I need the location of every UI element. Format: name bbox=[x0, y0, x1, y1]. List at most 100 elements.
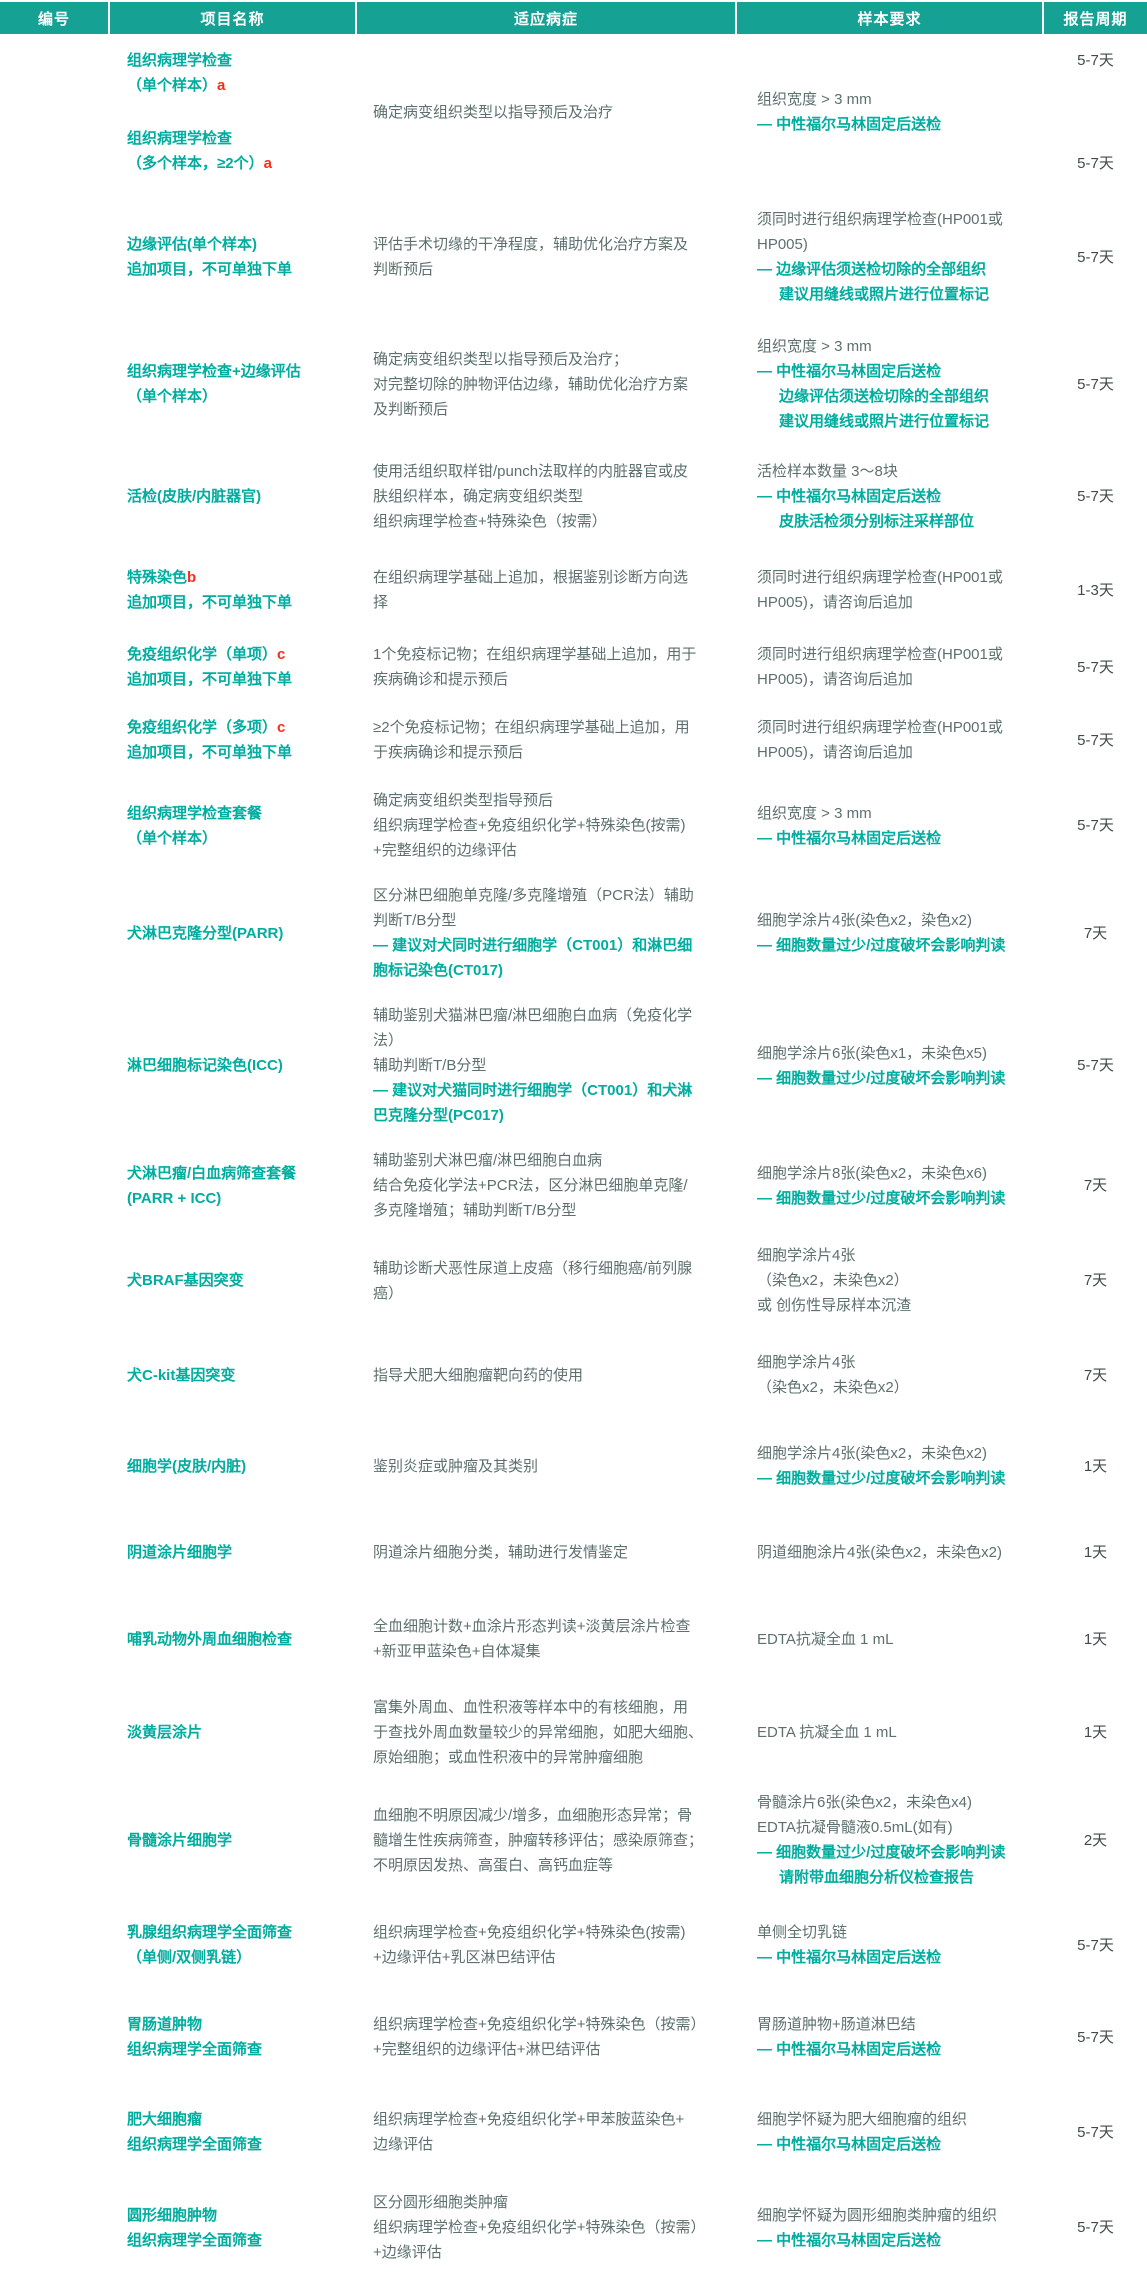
cell-indications-line: 全血细胞计数+血涂片形态判读+淡黄层涂片检查 bbox=[373, 1618, 691, 1635]
cell-number bbox=[0, 1138, 108, 1233]
cell-indications: 在组织病理学基础上追加，根据鉴别诊断方向选择 bbox=[357, 548, 735, 632]
cell-report-period: 7天 bbox=[1044, 1233, 1147, 1328]
cell-indications-line: 阴道涂片细胞分类，辅助进行发情鉴定 bbox=[373, 1543, 629, 1561]
cell-sample-requirements-line: HP005)，请咨询后追加 bbox=[757, 594, 913, 611]
cell-indications-line: 对完整切除的肿物评估边缘，辅助优化治疗方案 bbox=[373, 375, 689, 393]
cell-sample-requirements-line: 须同时进行组织病理学检查(HP001或 bbox=[757, 719, 1003, 736]
cell-indications-line: 髓增生性疾病筛查，肿瘤转移评估；感染原筛查； bbox=[373, 1831, 704, 1849]
table-row: 圆形细胞肿物 组织病理学全面筛查 区分圆形细胞类肿瘤 组织病理学检查+免疫组织化学+特… bbox=[0, 2180, 1147, 2275]
project-name-text: 阴道涂片细胞学 bbox=[127, 1543, 233, 1561]
cell-project-name: 边缘评估(单个样本) 追加项目，不可单独下单 bbox=[110, 190, 355, 324]
project-name-line: 组织病理学全面筛查 bbox=[127, 2228, 355, 2253]
cell-number bbox=[0, 1328, 108, 1422]
cell-number bbox=[0, 1422, 108, 1510]
project-name-line: 追加项目，不可单独下单 bbox=[127, 667, 355, 692]
cell-sample-requirements-line: HP005)，请咨询后追加 bbox=[757, 671, 913, 688]
table-row: 阴道涂片细胞学 阴道涂片细胞分类，辅助进行发情鉴定 阴道细胞涂片4张(染色x2，未染… bbox=[0, 1510, 1147, 1594]
cell-sample-requirements-line: — 边缘评估须送检切除的全部组织 bbox=[757, 261, 987, 278]
project-name-block: 细胞学(皮肤/内脏) bbox=[127, 1454, 355, 1479]
table-body: 组织病理学检查 （单个样本）a 组织病理学检查 （多个样本，≥2个）a 确定病变组织类型… bbox=[0, 34, 1147, 2275]
cell-project-name: 组织病理学检查 （单个样本）a 组织病理学检查 （多个样本，≥2个）a bbox=[110, 34, 355, 190]
project-name-line: 免疫组织化学（多项）c bbox=[127, 715, 355, 740]
cell-sample-requirements-line: 建议用缝线或照片进行位置标记 bbox=[779, 286, 990, 303]
cell-sample-requirements: 组织宽度 > 3 mm — 中性福尔马林固定后送检 bbox=[737, 778, 1042, 873]
project-name-line: 组织病理学检查 bbox=[127, 126, 355, 151]
project-name-text: 活检(皮肤/内脏器官) bbox=[127, 487, 262, 505]
cell-indications-line: 使用活组织取样钳/punch法取样的内脏器官或皮 bbox=[373, 462, 689, 480]
cell-report-period: 7天 bbox=[1044, 1328, 1147, 1422]
project-name-line: 胃肠道肿物 bbox=[127, 2012, 355, 2037]
report-period-value: 5-7天 bbox=[1077, 1936, 1114, 1954]
cell-report-period: 5-7天 bbox=[1044, 702, 1147, 778]
project-name-line: 肥大细胞瘤 bbox=[127, 2107, 355, 2132]
cell-sample-requirements: 须同时进行组织病理学检查(HP001或 HP005) — 边缘评估须送检切除的全部组… bbox=[737, 190, 1042, 324]
cell-indications: 组织病理学检查+免疫组织化学+特殊染色(按需) +边缘评估+乳区淋巴结评估 bbox=[357, 1900, 735, 1990]
table-row: 乳腺组织病理学全面筛查 （单侧/双侧乳链） 组织病理学检查+免疫组织化学+特殊染色(… bbox=[0, 1900, 1147, 1990]
cell-project-name: 淋巴细胞标记染色(ICC) bbox=[110, 993, 355, 1138]
cell-project-name: 细胞学(皮肤/内脏) bbox=[110, 1422, 355, 1510]
project-name-block: 淡黄层涂片 bbox=[127, 1720, 355, 1745]
project-name-block: 免疫组织化学（单项）c 追加项目，不可单独下单 bbox=[127, 642, 355, 692]
table-row: 免疫组织化学（多项）c 追加项目，不可单独下单 ≥2个免疫标记物；在组织病理学基础上… bbox=[0, 702, 1147, 778]
project-name-text: 组织病理学全面筛查 bbox=[127, 2231, 263, 2249]
project-name-line: 组织病理学检查+边缘评估 bbox=[127, 359, 355, 384]
cell-indications-line: 确定病变组织类型指导预后 bbox=[373, 792, 554, 809]
report-period-value: 7天 bbox=[1083, 924, 1108, 942]
project-name-text: （单个样本） bbox=[127, 829, 218, 847]
project-name-line: 阴道涂片细胞学 bbox=[127, 1540, 355, 1565]
cell-sample-requirements: 单侧全切乳链 — 中性福尔马林固定后送检 bbox=[737, 1900, 1042, 1990]
project-name-text: （多个样本，≥2个） bbox=[127, 155, 264, 172]
project-name-line: （单侧/双侧乳链） bbox=[127, 1945, 355, 1970]
cell-indications-line: 确定病变组织类型以指导预后及治疗 bbox=[373, 103, 614, 121]
cell-sample-requirements-line: 组织宽度 > 3 mm bbox=[757, 804, 872, 822]
cell-sample-requirements-line: 细胞学涂片4张(染色x2，未染色x2) bbox=[757, 1445, 988, 1462]
project-name-line: 组织病理学全面筛查 bbox=[127, 2132, 355, 2157]
project-name-text: 淡黄层涂片 bbox=[127, 1723, 203, 1741]
column-header-indications: 适应病症 bbox=[357, 2, 735, 34]
cell-indications: 使用活组织取样钳/punch法取样的内脏器官或皮 肤组织样本，确定病变组织类型 组织… bbox=[357, 444, 735, 548]
cell-project-name: 骨髓涂片细胞学 bbox=[110, 1780, 355, 1900]
cell-indications-line: 辅助鉴别犬淋巴瘤/淋巴细胞白血病 bbox=[373, 1152, 603, 1169]
project-name-line: 犬淋巴克隆分型(PARR) bbox=[127, 921, 355, 946]
cell-project-name: 免疫组织化学（多项）c 追加项目，不可单独下单 bbox=[110, 702, 355, 778]
cell-sample-requirements-line: 细胞学涂片4张(染色x2，染色x2) bbox=[757, 912, 973, 929]
project-name-text: 组织病理学全面筛查 bbox=[127, 2136, 263, 2153]
cell-indications-line: 组织病理学检查+免疫组织化学+特殊染色（按需） bbox=[373, 2016, 706, 2033]
cell-indications-line: 确定病变组织类型以指导预后及治疗； bbox=[373, 350, 629, 368]
cell-indications: 阴道涂片细胞分类，辅助进行发情鉴定 bbox=[357, 1510, 735, 1594]
cell-report-period: 1-3天 bbox=[1044, 548, 1147, 632]
project-name-line: 淡黄层涂片 bbox=[127, 1720, 355, 1745]
cell-indications: 富集外周血、血性积液等样本中的有核细胞，用 于查找外周血数量较少的异常细胞，如肥大… bbox=[357, 1684, 735, 1780]
project-name-text: （单个样本） bbox=[127, 77, 218, 94]
cell-indications-line: +新亚甲蓝染色+自体凝集 bbox=[373, 1643, 541, 1660]
cell-indications-line: 判断预后 bbox=[373, 261, 434, 278]
project-name-line: 组织病理学检查套餐 bbox=[127, 801, 355, 826]
table-row: 骨髓涂片细胞学 血细胞不明原因减少/增多，血细胞形态异常；骨 髓增生性疾病筛查，肿瘤… bbox=[0, 1780, 1147, 1900]
report-period-value: 5-7天 bbox=[1077, 2028, 1114, 2046]
cell-indications: ≥2个免疫标记物；在组织病理学基础上追加，用 于疾病确诊和提示预后 bbox=[357, 702, 735, 778]
project-name-text: 组织病理学检查 bbox=[127, 130, 233, 147]
cell-sample-requirements-line: — 中性福尔马林固定后送检 bbox=[757, 829, 942, 847]
project-name-line: （多个样本，≥2个）a bbox=[127, 151, 355, 176]
cell-project-name: 犬C-kit基因突变 bbox=[110, 1328, 355, 1422]
cell-project-name: 犬BRAF基因突变 bbox=[110, 1233, 355, 1328]
cell-number bbox=[0, 1510, 108, 1594]
project-name-text: 边缘评估(单个样本) bbox=[127, 236, 257, 253]
report-period-value: 5-7天 bbox=[1077, 731, 1114, 749]
cell-project-name: 肥大细胞瘤组织病理学全面筛查 bbox=[110, 2084, 355, 2180]
cell-sample-requirements: 须同时进行组织病理学检查(HP001或 HP005)，请咨询后追加 bbox=[737, 702, 1042, 778]
project-name-text: 犬淋巴瘤/白血病筛查套餐 bbox=[127, 1164, 297, 1182]
table-row: 免疫组织化学（单项）c 追加项目，不可单独下单 1个免疫标记物；在组织病理学基础上追… bbox=[0, 632, 1147, 702]
cell-indications-line: +完整组织的边缘评估 bbox=[373, 842, 517, 859]
cell-report-period: 5-7天 bbox=[1044, 778, 1147, 873]
cell-indications-line: 巴克隆分型(PC017) bbox=[373, 1107, 504, 1124]
footnote-marker: c bbox=[277, 719, 286, 736]
table-row: 组织病理学检查+边缘评估 （单个样本） 确定病变组织类型以指导预后及治疗； 对完整切除… bbox=[0, 324, 1147, 444]
cell-report-period: 2天 bbox=[1044, 1780, 1147, 1900]
cell-sample-requirements-line: HP005) bbox=[757, 236, 808, 253]
cell-sample-requirements: 细胞学涂片4张 （染色x2，未染色x2） bbox=[737, 1328, 1042, 1422]
cell-sample-requirements: 须同时进行组织病理学检查(HP001或 HP005)，请咨询后追加 bbox=[737, 632, 1042, 702]
report-period-value: 5-7天 bbox=[1077, 2123, 1114, 2141]
cell-sample-requirements-line: 细胞学涂片4张 bbox=[757, 1247, 856, 1264]
